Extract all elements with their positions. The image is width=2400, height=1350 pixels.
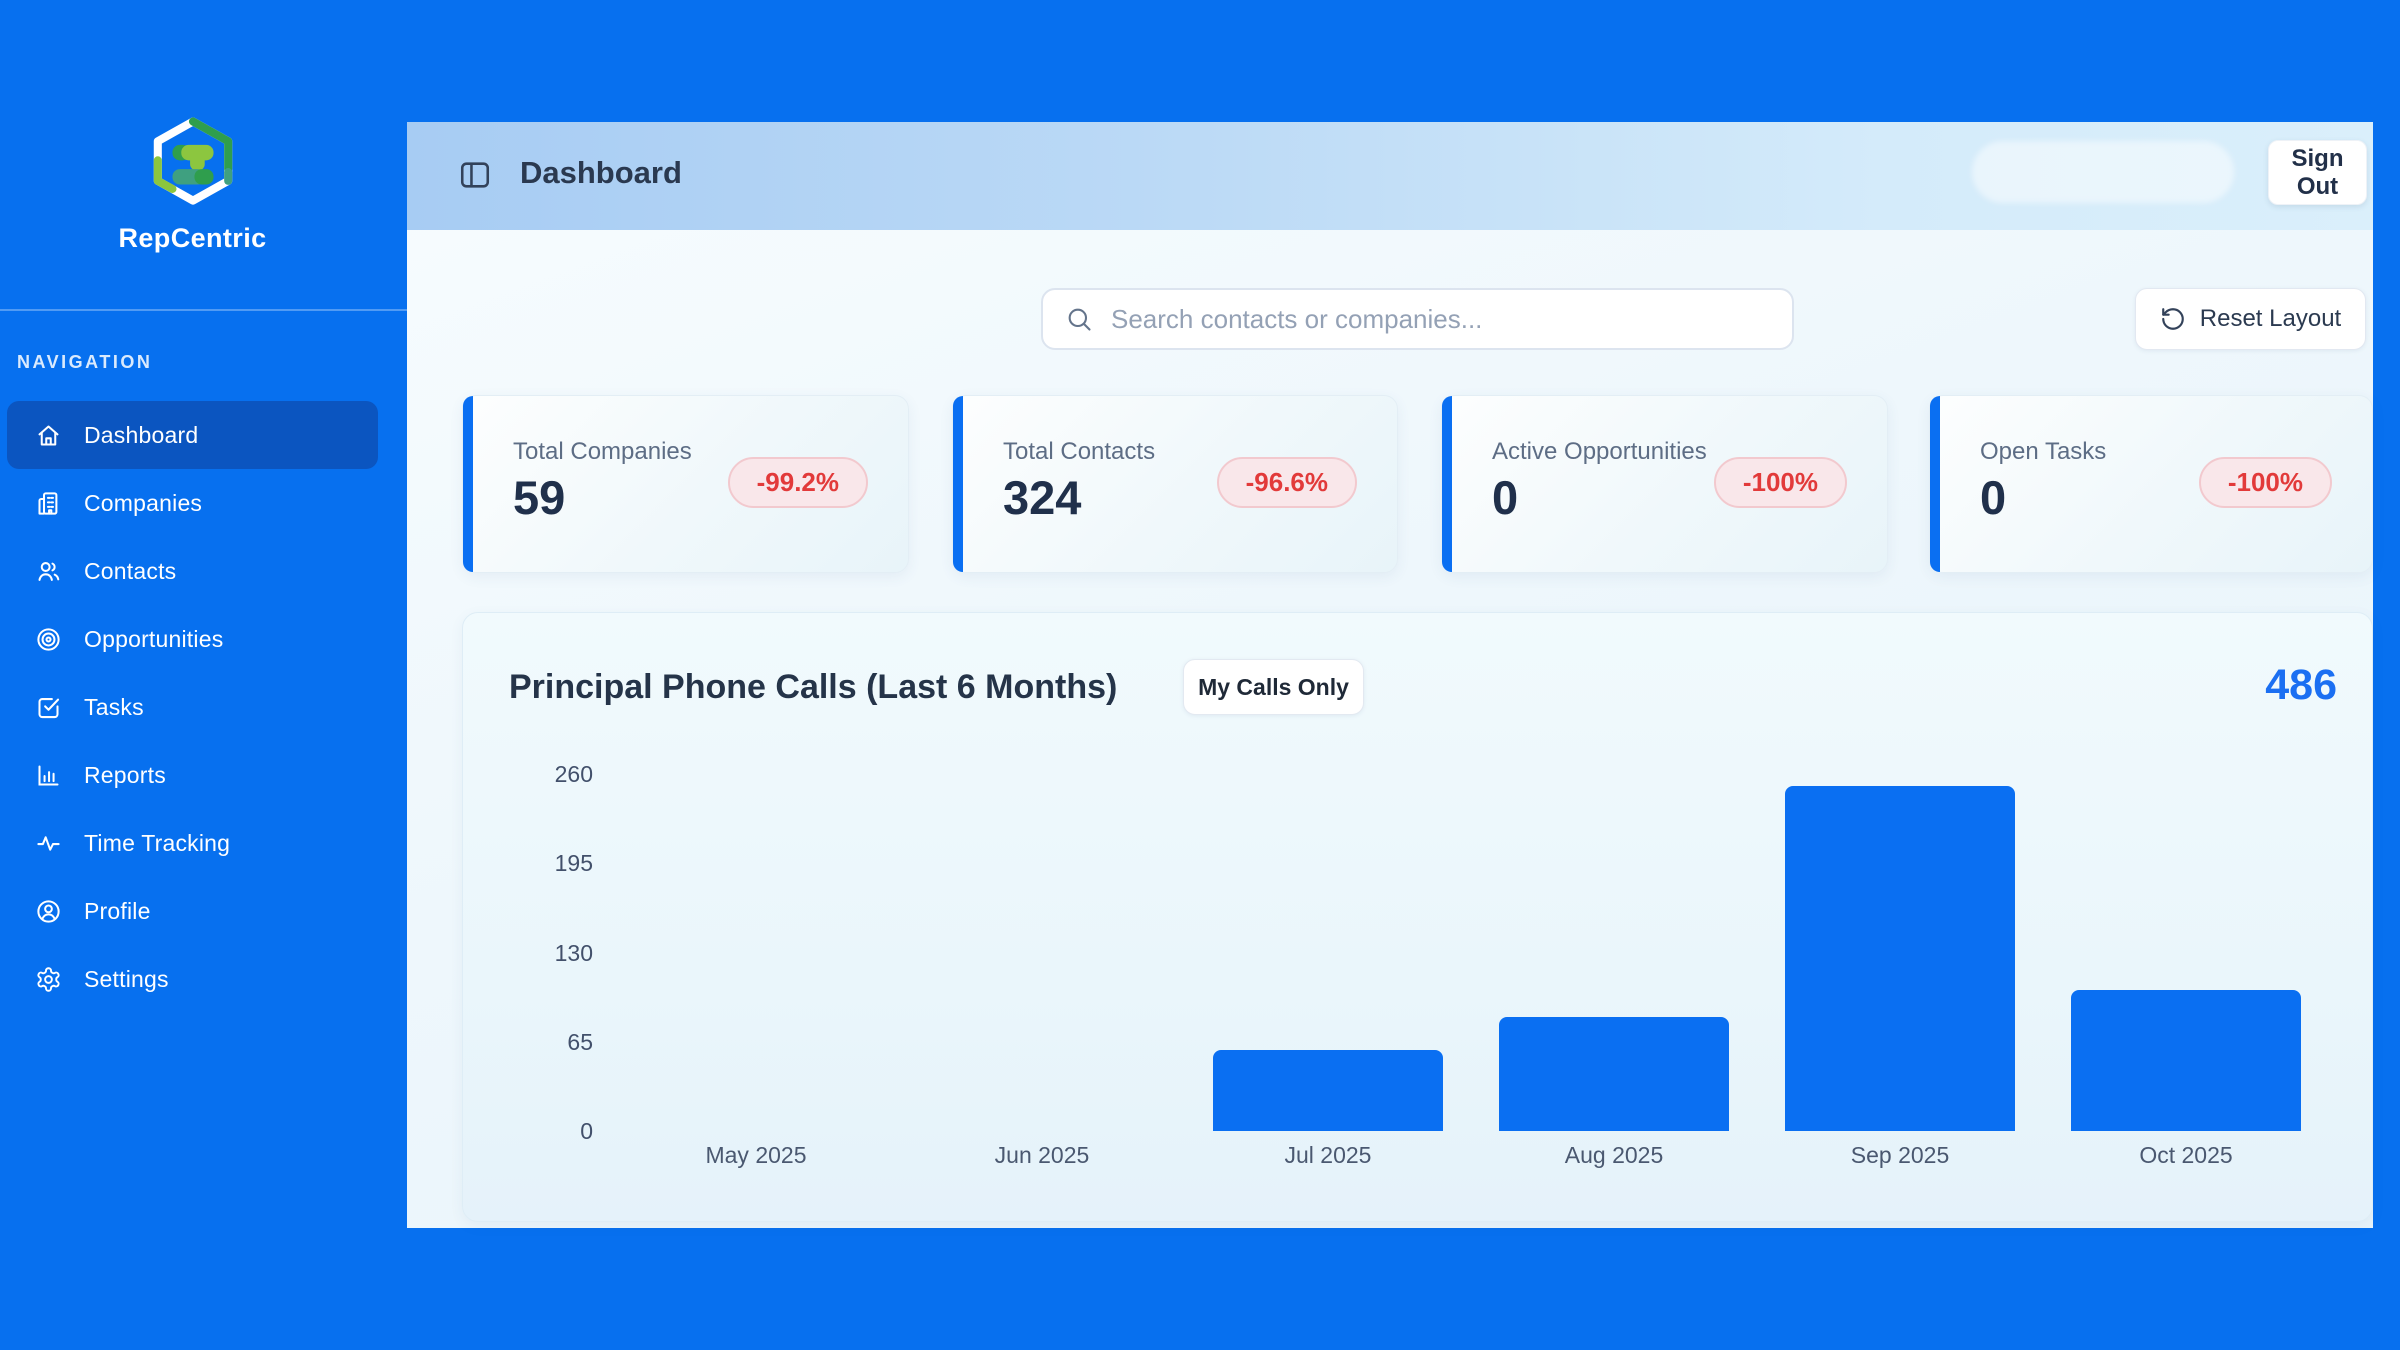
y-axis-tick-label: 260 [554,761,593,787]
sidebar-item-dashboard[interactable]: Dashboard [7,401,378,469]
stat-card-total-companies: Total Companies 59 -99.2% [462,395,909,573]
x-axis-label: Sep 2025 [1850,1142,1950,1168]
y-axis-tick-label: 65 [567,1028,593,1055]
sidebar-item-label: Contacts [84,557,177,584]
phone-calls-chart-card: Principal Phone Calls (Last 6 Months) My… [462,612,2373,1222]
stat-value: 324 [1003,471,1082,524]
stat-label: Total Companies [513,438,692,465]
rotate-ccw-icon [2161,308,2184,330]
sidebar-item-label: Opportunities [84,625,224,652]
target-icon [37,627,60,651]
stat-value: 59 [513,471,566,524]
user-identity-redacted [1972,141,2234,203]
search-box [1041,288,1794,350]
sidebar-item-profile[interactable]: Profile [7,877,378,945]
chart-plot: 0 65 130 195 260 May 2025 Jun 2025 Jul 2025 Aug … [555,761,2329,1168]
stat-card-total-contacts: Total Contacts 324 -96.6% [952,395,1398,573]
reset-layout-label: Reset Layout [2199,305,2342,332]
sidebar-nav: Dashboard Companies Contacts Opportuniti… [0,401,407,1013]
sidebar-item-time-tracking[interactable]: Time Tracking [7,809,378,877]
sidebar-item-opportunities[interactable]: Opportunities [7,605,378,673]
sidebar-item-tasks[interactable]: Tasks [7,673,378,741]
users-icon [38,561,60,581]
stat-label: Total Contacts [1003,438,1156,465]
main-panel: Dashboard Sign Out Reset Layout Total Co… [407,122,2373,1228]
repcentric-hexagon-logo-icon [153,117,232,205]
stat-change-badge: -100% [1713,457,1847,508]
stat-change-badge: -100% [2198,457,2332,508]
stat-label: Open Tasks [1980,438,2107,465]
x-axis-label: Jun 2025 [994,1142,1090,1168]
stat-value: 0 [1980,471,2007,524]
sidebar-item-label: Reports [84,761,166,788]
x-axis-label: May 2025 [705,1142,807,1168]
nav-section-label: NAVIGATION [17,352,153,372]
panel-left-icon [460,161,490,188]
brand-name: RepCentric [118,223,267,253]
search-input[interactable] [1111,303,1770,335]
app-header: Dashboard Sign Out [407,122,2373,230]
sidebar-item-label: Companies [84,489,203,516]
sidebar-divider [0,309,407,311]
page-title: Dashboard [520,155,682,190]
brand-logo: RepCentric [0,116,385,254]
sidebar-item-reports[interactable]: Reports [7,741,378,809]
stat-value: 0 [1492,471,1519,524]
y-axis-tick-label: 195 [554,850,593,877]
sidebar-item-label: Dashboard [84,421,199,448]
chart-bar-oct-2025 [2071,989,2301,1131]
sidebar-item-label: Time Tracking [84,829,231,856]
sidebar-item-label: Profile [84,897,151,924]
sidebar-toggle-button[interactable] [455,156,495,196]
y-axis-tick-label: 0 [580,1118,593,1144]
stat-card-active-opportunities: Active Opportunities 0 -100% [1441,395,1888,573]
user-circle-icon [37,899,60,923]
chart-bar-jul-2025 [1213,1050,1443,1131]
building-icon [38,491,58,515]
chart-bar-sep-2025 [1785,786,2015,1131]
sidebar-item-settings[interactable]: Settings [7,945,378,1013]
chart-total-value: 486 [2265,661,2337,709]
x-axis-label: Oct 2025 [2139,1142,2233,1168]
sidebar-item-contacts[interactable]: Contacts [7,537,378,605]
stat-card-open-tasks: Open Tasks 0 -100% [1929,395,2373,573]
chart-title: Principal Phone Calls (Last 6 Months) [509,668,1118,706]
sidebar: RepCentric NAVIGATION Dashboard Companie… [0,0,407,1350]
gear-icon [37,966,60,992]
chart-bar-aug-2025 [1499,1017,1729,1131]
stat-change-badge: -99.2% [727,457,868,508]
stat-change-badge: -96.6% [1216,457,1357,508]
x-axis-label: Jul 2025 [1284,1142,1372,1168]
x-axis-label: Aug 2025 [1564,1142,1664,1168]
sidebar-item-companies[interactable]: Companies [7,469,378,537]
sidebar-item-label: Settings [84,965,169,992]
sign-out-button[interactable]: Sign Out [2268,140,2367,205]
stat-label: Active Opportunities [1492,438,1707,465]
y-axis-tick-label: 130 [554,939,593,966]
sidebar-item-label: Tasks [84,693,144,720]
bar-chart-icon [38,764,59,786]
search-icon [1068,308,1091,331]
check-square-icon [38,697,60,718]
home-icon [38,424,59,446]
reset-layout-button[interactable]: Reset Layout [2135,288,2366,350]
my-calls-only-button[interactable]: My Calls Only [1183,659,1364,715]
activity-icon [37,835,60,851]
